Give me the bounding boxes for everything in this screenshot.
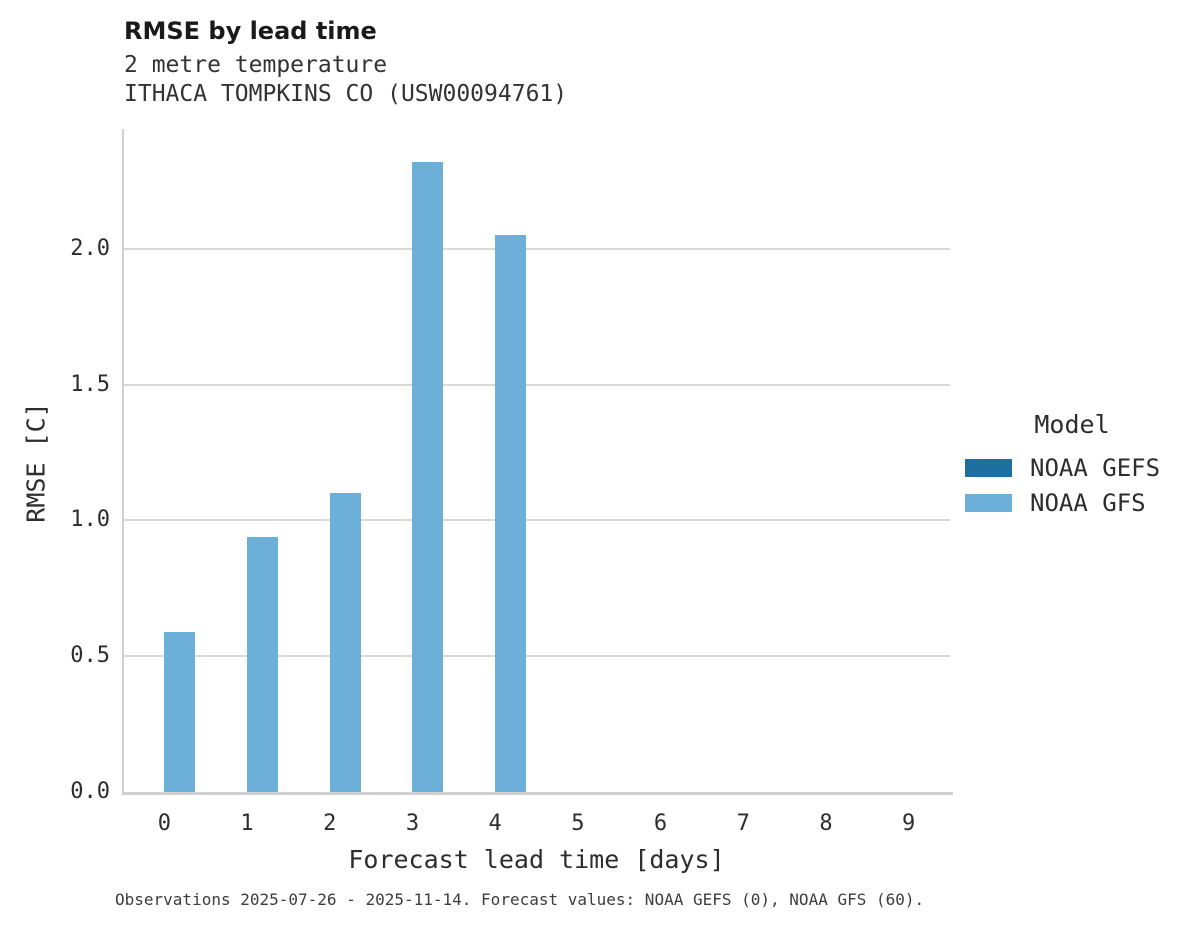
legend-label-noaa-gfs: NOAA GFS [1030,488,1146,517]
legend-entries: NOAA GEFS NOAA GFS [965,450,1179,520]
x-tick-label-1: 1 [240,811,254,836]
chart-title: RMSE by lead time [124,17,377,45]
legend-entry-noaa-gfs: NOAA GFS [965,485,1179,520]
bar-noaa-gfs-lead-2 [329,493,361,792]
legend-swatch-noaa-gfs [965,493,1012,512]
legend-title: Model [1034,410,1110,439]
x-tick-label-8: 8 [819,811,833,836]
y-tick-label-2: 2.0 [70,235,110,261]
bar-noaa-gfs-lead-3 [412,161,444,792]
x-tick-label-7: 7 [736,811,750,836]
x-tick-label-3: 3 [405,811,420,836]
gridline-y-1.5 [123,383,950,386]
y-tick-label-0.5: 0.5 [70,643,110,669]
x-axis-line [121,791,953,795]
x-axis-title: Forecast lead time [days] [348,845,725,874]
x-tick-label-0: 0 [157,811,171,836]
gridline-y-2 [123,247,950,250]
gridline-y-1 [123,519,950,522]
chart-subtitle-station: ITHACA TOMPKINS CO (USW00094761) [124,81,568,107]
y-axis-line [121,129,124,795]
y-tick-label-0: 0.0 [70,779,110,804]
legend-swatch-noaa-gefs [965,458,1012,477]
legend: Model NOAA GEFS NOAA GFS [965,410,1179,520]
x-tick-label-5: 5 [571,811,585,836]
x-tick-label-4: 4 [488,811,502,836]
legend-label-noaa-gefs: NOAA GEFS [1030,453,1161,482]
chart-subtitle-variable: 2 metre temperature [124,52,388,78]
gridline-y-0.5 [123,655,950,658]
legend-entry-noaa-gefs: NOAA GEFS [965,450,1179,485]
bar-noaa-gfs-lead-0 [164,631,196,792]
chart-caption: Observations 2025-07-26 - 2025-11-14. Fo… [115,890,925,909]
bar-noaa-gfs-lead-4 [495,235,527,792]
y-axis-title: RMSE [C] [21,402,51,523]
x-tick-label-2: 2 [323,811,337,836]
x-tick-label-6: 6 [653,811,668,836]
bar-noaa-gfs-lead-1 [247,536,279,792]
x-tick-label-9: 9 [902,811,916,836]
